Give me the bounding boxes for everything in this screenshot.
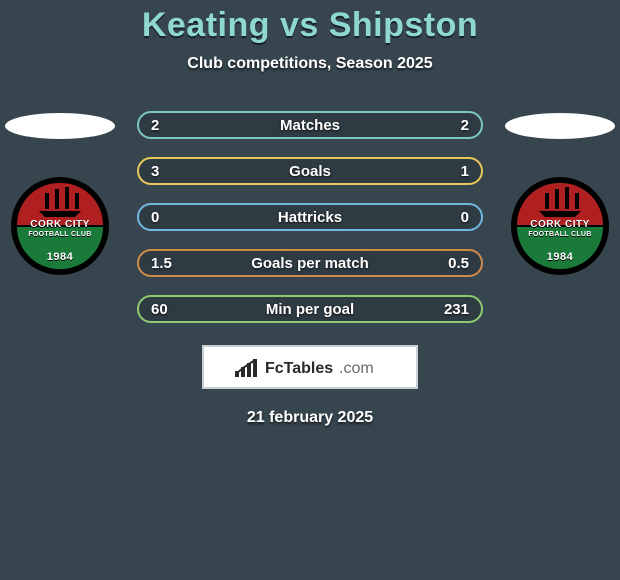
stat-left-value: 2 [151,117,159,134]
badge-text-city: CORK CITY [11,219,109,230]
stat-row: 1.5Goals per match0.5 [137,249,483,277]
badge-ship-icon [535,187,585,217]
player-left-column: CORK CITY FOOTBALL CLUB 1984 [0,111,120,275]
svg-text:FcTables: FcTables [265,360,333,377]
player-left-photo-placeholder [5,113,115,139]
stat-label: Matches [139,117,481,134]
fctables-logo-icon: FcTables .com [235,355,385,379]
stat-left-value: 0 [151,209,159,226]
stat-row: 0Hattricks0 [137,203,483,231]
badge-text-year: 1984 [511,251,609,263]
player-right-column: CORK CITY FOOTBALL CLUB 1984 [500,111,620,275]
club-badge-left: CORK CITY FOOTBALL CLUB 1984 [11,177,109,275]
badge-text-club: FOOTBALL CLUB [511,231,609,238]
stat-left-value: 3 [151,163,159,180]
stat-rows: 2Matches2 3Goals1 0Hattricks0 1.5Goals per … [137,111,483,323]
comparison-card: Keating vs Shipston Club competitions, S… [0,0,620,427]
stat-row: 3Goals1 [137,157,483,185]
stat-left-value: 60 [151,301,168,318]
brand-footer: FcTables .com [202,345,418,389]
stat-right-value: 231 [444,301,469,318]
subtitle: Club competitions, Season 2025 [0,55,620,73]
stat-label: Goals per match [139,255,481,272]
stat-label: Min per goal [139,301,481,318]
stat-label: Hattricks [139,209,481,226]
club-badge-right: CORK CITY FOOTBALL CLUB 1984 [511,177,609,275]
stat-right-value: 0 [461,209,469,226]
badge-text-year: 1984 [11,251,109,263]
badge-text-city: CORK CITY [511,219,609,230]
stat-right-value: 1 [461,163,469,180]
stat-right-value: 0.5 [448,255,469,272]
badge-ship-icon [35,187,85,217]
stat-row: 2Matches2 [137,111,483,139]
player-right-photo-placeholder [505,113,615,139]
content-area: CORK CITY FOOTBALL CLUB 1984 CORK CITY F… [0,111,620,427]
stat-right-value: 2 [461,117,469,134]
stat-left-value: 1.5 [151,255,172,272]
stat-label: Goals [139,163,481,180]
badge-text-club: FOOTBALL CLUB [11,231,109,238]
snapshot-date: 21 february 2025 [0,409,620,427]
page-title: Keating vs Shipston [0,6,620,45]
stat-row: 60Min per goal231 [137,295,483,323]
svg-text:.com: .com [339,360,374,377]
